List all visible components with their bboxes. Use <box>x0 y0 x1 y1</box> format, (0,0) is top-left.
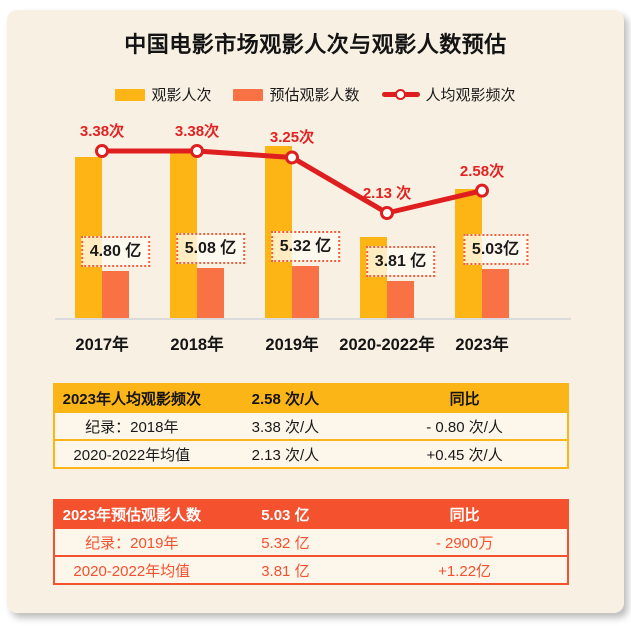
table-row: 2020-2022年均值 3.81 亿 +1.22亿 <box>55 555 567 583</box>
legend: 观影人次 预估观影人数 人均观影频次 <box>0 84 631 105</box>
legend-label: 观影人次 <box>151 87 212 104</box>
table-cell: 2020-2022年均值 <box>73 562 191 580</box>
table-cell: +1.22亿 <box>438 562 492 580</box>
table-row: 纪录：2018年 3.38 次/人 - 0.80 次/人 <box>55 411 567 439</box>
table-row: 2020-2022年均值 2.13 次/人 +0.45 次/人 <box>55 439 567 467</box>
table-cell: 2.13 次/人 <box>251 446 320 464</box>
table-cell: 纪录：2019年 <box>85 534 179 552</box>
legend-label: 人均观影频次 <box>425 87 516 104</box>
chart-title: 中国电影市场观影人次与观影人数预估 <box>124 32 507 57</box>
table-cell: 纪录：2018年 <box>85 418 179 436</box>
frequency-table: 2023年人均观影频次 2.58 次/人 同比 纪录：2018年 3.38 次/… <box>53 383 569 469</box>
legend-item-frequency: 人均观影频次 <box>381 84 516 105</box>
table-header-cell: 同比 <box>449 506 480 524</box>
table-cell: 2020-2022年均值 <box>73 446 191 464</box>
table-cell: - 2900万 <box>435 534 494 552</box>
table-header-cell: 2.58 次/人 <box>251 390 320 408</box>
legend-item-estimated-viewers: 预估观影人数 <box>233 84 360 105</box>
table-header-cell: 同比 <box>449 390 480 408</box>
viewers-table: 2023年预估观影人数 5.03 亿 同比 纪录：2019年 5.32 亿 - … <box>53 499 569 585</box>
yellow-bar-swatch-icon <box>115 88 146 101</box>
table-cell: - 0.80 次/人 <box>426 418 503 436</box>
table-header-cell: 2023年预估观影人数 <box>62 506 201 524</box>
table-row: 纪录：2019年 5.32 亿 - 2900万 <box>55 527 567 555</box>
red-line-swatch-icon <box>381 89 420 100</box>
frequency-table-header-row: 2023年人均观影频次 2.58 次/人 同比 <box>55 385 567 411</box>
table-cell: 5.32 亿 <box>261 534 310 552</box>
table-header-cell: 5.03 亿 <box>261 506 310 524</box>
legend-item-moviegoing-count: 观影人次 <box>115 84 211 105</box>
legend-label: 预估观影人数 <box>269 87 360 104</box>
table-cell: 3.81 亿 <box>261 562 310 580</box>
table-cell: +0.45 次/人 <box>426 446 503 464</box>
viewers-table-header-row: 2023年预估观影人数 5.03 亿 同比 <box>55 501 567 527</box>
table-header-cell: 2023年人均观影频次 <box>62 390 201 408</box>
table-cell: 3.38 次/人 <box>251 418 320 436</box>
orange-bar-swatch-icon <box>233 88 264 101</box>
